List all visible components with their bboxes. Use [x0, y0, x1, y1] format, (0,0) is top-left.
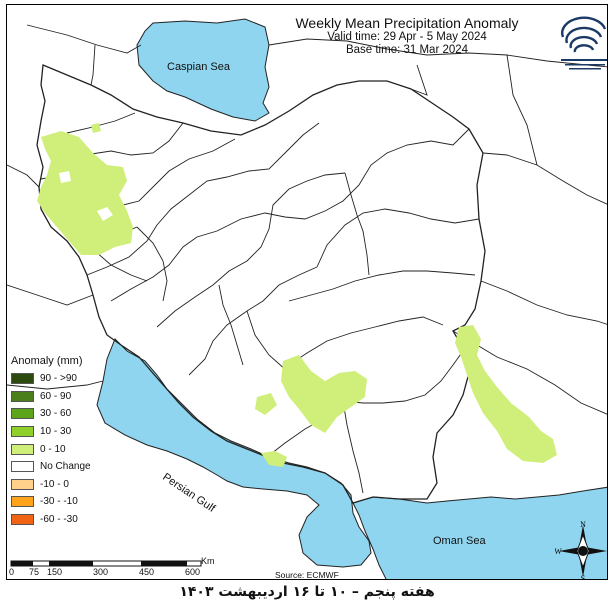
compass-e: E — [607, 547, 608, 556]
anomaly-gulf-coast — [261, 451, 287, 467]
legend-item: 10 - 30 — [11, 423, 121, 441]
scale-tick: 600 — [185, 567, 201, 577]
legend-swatch — [11, 408, 34, 420]
meteorology-logo-icon — [561, 16, 607, 70]
compass-w: W — [555, 547, 562, 556]
anomaly-holes — [59, 171, 113, 221]
map-title: Weekly Mean Precipitation Anomaly — [295, 15, 519, 31]
legend-item: -30 - -10 — [11, 493, 121, 511]
legend-swatch — [11, 426, 34, 438]
anomaly-southeast-area — [455, 325, 557, 463]
scale-tick: 150 — [47, 567, 63, 577]
legend-label: -10 - 0 — [40, 478, 69, 490]
scale-bar-graphic — [10, 560, 202, 567]
anomaly-northwest-dot — [91, 123, 101, 133]
anomaly-center-south-area — [281, 355, 367, 433]
anomaly-west-area — [37, 131, 133, 255]
legend-swatch — [11, 443, 34, 455]
compass-rose-icon: N S W E — [555, 520, 608, 580]
scale-unit: Km — [201, 556, 215, 566]
compass-s: S — [581, 574, 585, 580]
legend-swatch — [11, 373, 34, 385]
legend-swatch — [11, 496, 34, 508]
oman-sea — [352, 486, 607, 579]
legend-label: -30 - -10 — [40, 496, 78, 508]
legend-label: -60 - -30 — [40, 514, 78, 526]
legend-swatch — [11, 390, 34, 402]
legend: Anomaly (mm) 90 - >90 60 - 90 30 - 60 10… — [11, 355, 121, 528]
map-canvas — [7, 18, 607, 579]
legend-swatch — [11, 461, 34, 473]
compass-n: N — [580, 520, 586, 529]
legend-label: 30 - 60 — [40, 408, 72, 420]
scale-tick: 75 — [29, 567, 40, 577]
persian-gulf — [96, 338, 372, 568]
anomaly-areas-0-10 — [37, 123, 557, 467]
title-block: Weekly Mean Precipitation Anomaly Valid … — [257, 15, 557, 57]
persian-week-caption: هفته پنجم – ۱۰ تا ۱۶ اردیبهشت ۱۴۰۳ — [179, 584, 435, 600]
oman-sea-label: Oman Sea — [433, 535, 486, 547]
legend-item: 90 - >90 — [11, 370, 121, 388]
base-time: Base time: 31 Mar 2024 — [345, 44, 469, 56]
legend-item: 30 - 60 — [11, 405, 121, 423]
legend-label: No Change — [40, 461, 91, 473]
caspian-sea-label: Caspian Sea — [167, 61, 230, 73]
legend-item: 0 - 10 — [11, 440, 121, 458]
valid-time: Valid time: 29 Apr - 5 May 2024 — [327, 31, 487, 43]
neighbor-borders — [7, 24, 607, 415]
caspian-sea — [136, 18, 270, 122]
legend-title: Anomaly (mm) — [11, 355, 83, 367]
source-credit: Source: ECMWF — [275, 570, 339, 580]
scale-tick: 300 — [93, 567, 109, 577]
legend-item: 60 - 90 — [11, 388, 121, 406]
legend-label: 90 - >90 — [40, 373, 77, 385]
scale-tick: 450 — [139, 567, 155, 577]
map-frame: Weekly Mean Precipitation Anomaly Valid … — [6, 4, 608, 580]
legend-label: 10 - 30 — [40, 426, 72, 438]
legend-item: -10 - 0 — [11, 476, 121, 494]
legend-label: 0 - 10 — [40, 443, 66, 455]
legend-label: 60 - 90 — [40, 390, 72, 402]
legend-item: -60 - -30 — [11, 511, 121, 529]
legend-item: No Change — [11, 458, 121, 476]
legend-swatch — [11, 514, 34, 526]
anomaly-center-south-small — [255, 393, 277, 415]
legend-swatch — [11, 478, 34, 490]
scale-tick: 0 — [9, 567, 15, 577]
